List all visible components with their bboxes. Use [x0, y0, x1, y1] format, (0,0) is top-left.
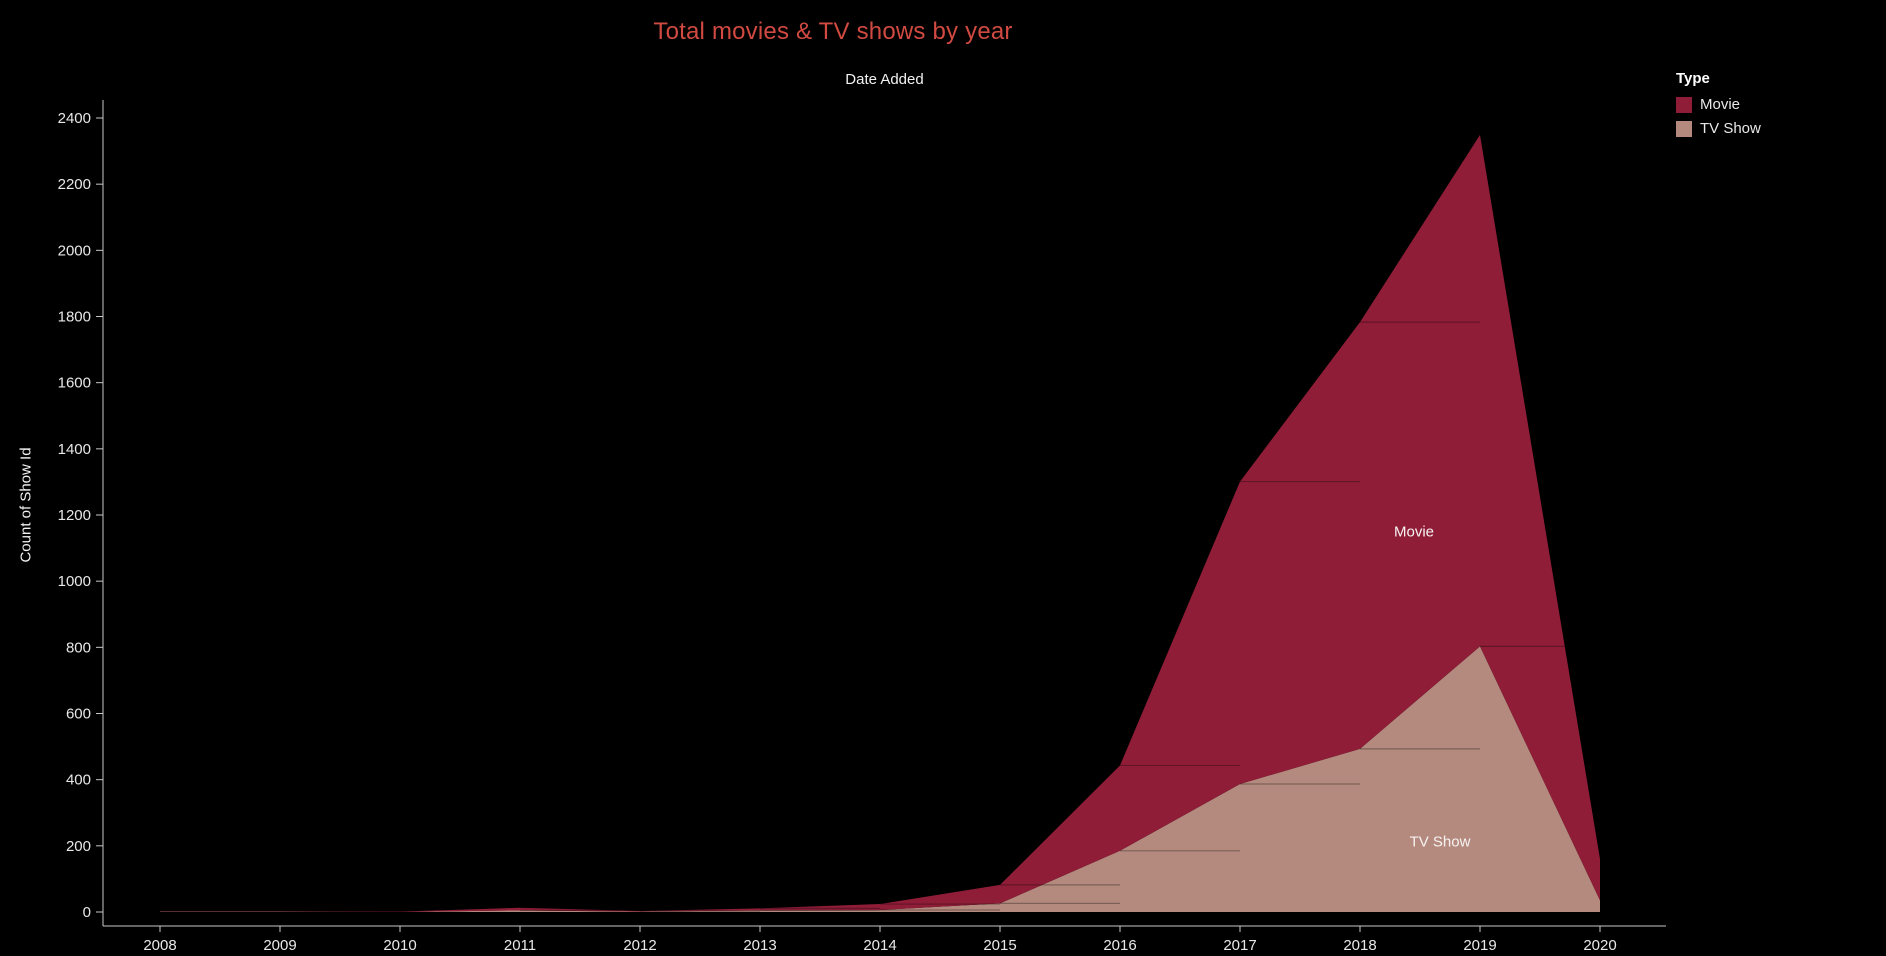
- y-tick-label: 1000: [58, 573, 91, 590]
- x-tick-label: 2008: [143, 937, 176, 954]
- y-tick-label: 2400: [58, 110, 91, 127]
- legend-item-tvshow[interactable]: TV Show: [1676, 120, 1761, 137]
- x-tick-label: 2011: [504, 937, 536, 954]
- y-tick-label: 2000: [58, 242, 91, 259]
- movie-swatch: [1676, 96, 1692, 113]
- movie-area[interactable]: [160, 134, 1600, 912]
- x-tick-label: 2013: [743, 937, 776, 954]
- x-tick-label: 2012: [623, 937, 656, 954]
- y-tick-label: 400: [66, 772, 91, 789]
- legend-item-tvshow-label: TV Show: [1700, 120, 1761, 137]
- x-tick-label: 2016: [1103, 937, 1136, 954]
- y-axis-title: Count of Show Id: [17, 447, 35, 563]
- x-tick-label: 2010: [383, 937, 416, 954]
- x-tick-label: 2017: [1223, 937, 1256, 954]
- y-tick-label: 1200: [58, 507, 91, 524]
- x-tick-label: 2009: [263, 937, 296, 954]
- x-tick-label: 2020: [1583, 937, 1616, 954]
- tvshow-area[interactable]: [160, 646, 1600, 912]
- legend-item-movie[interactable]: Movie: [1676, 96, 1761, 113]
- x-tick-label: 2014: [863, 937, 896, 954]
- y-tick-label: 2200: [58, 176, 91, 193]
- legend: Type Movie TV Show: [1676, 70, 1761, 144]
- y-tick-label: 1400: [58, 441, 91, 458]
- legend-title: Type: [1676, 70, 1710, 87]
- y-tick-label: 200: [66, 838, 91, 855]
- y-tick-label: 0: [83, 904, 91, 921]
- x-tick-label: 2019: [1463, 937, 1496, 954]
- y-tick-label: 800: [66, 639, 91, 656]
- tvshow-area-label: TV Show: [1409, 833, 1471, 851]
- tvshow-swatch: [1676, 120, 1692, 137]
- y-tick-label: 1800: [58, 309, 91, 326]
- legend-item-movie-label: Movie: [1700, 96, 1741, 113]
- x-tick-label: 2018: [1343, 937, 1376, 954]
- movie-area-label: Movie: [1393, 523, 1435, 541]
- x-tick-label: 2015: [983, 937, 1016, 954]
- y-tick-label: 1600: [58, 375, 91, 392]
- chart-title: Total movies & TV shows by year: [653, 18, 1013, 45]
- x-axis-title: Date Added: [845, 71, 924, 88]
- y-tick-label: 600: [66, 706, 91, 723]
